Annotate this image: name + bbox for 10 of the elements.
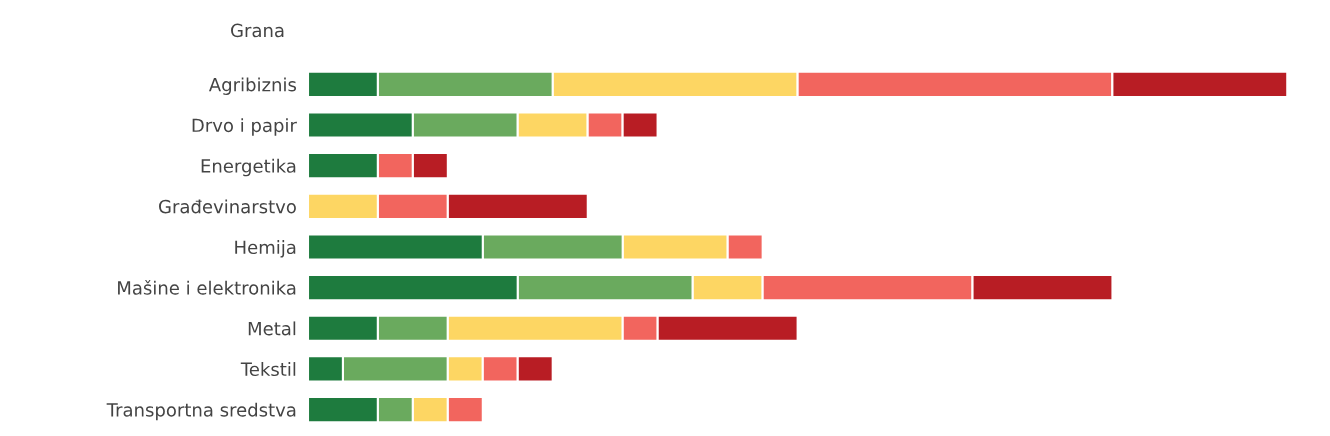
y-tick-label: Mašine i elektronika (118, 280, 296, 295)
y-tick-label: Metal (248, 321, 296, 336)
y-tick-label: Tekstil (240, 362, 296, 377)
y-tick-label: Transportna sredstva (106, 402, 296, 421)
y-tick-label: Hemija (235, 240, 296, 258)
y-tick-label: Drvo i papir (192, 118, 297, 136)
y-tick-label: Agribiznis (208, 77, 297, 95)
y-axis-title: Grana (231, 23, 284, 38)
y-tick-label: Energetika (201, 158, 296, 177)
y-tick-label: Građevinarstvo (159, 199, 296, 214)
